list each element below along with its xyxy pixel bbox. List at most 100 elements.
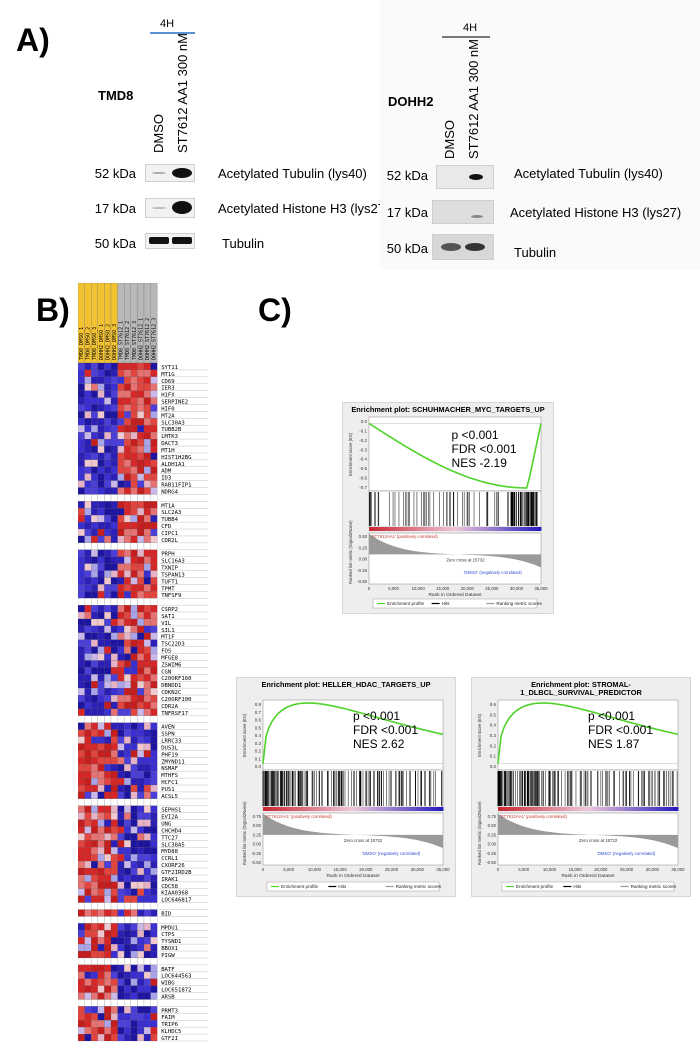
heatmap-cell [104, 923, 112, 931]
x-tick-label: 25,000 [485, 586, 499, 591]
heatmap-cell [117, 487, 125, 495]
color-bar-segment [424, 527, 430, 531]
heatmap-cell [104, 771, 112, 779]
heatmap-cell [150, 888, 158, 896]
stat-text: FDR <0.001 [353, 723, 418, 737]
metric-axis-label: Ranked list metric (Signal2Noise) [348, 520, 353, 584]
x-tick-label: 35,000 [436, 867, 450, 872]
heatmap-cell [143, 404, 151, 412]
color-bar-segment [263, 807, 268, 811]
heatmap-cell [97, 909, 105, 917]
color-bar-segment [312, 807, 318, 811]
heatmap-cell [110, 750, 118, 758]
heatmap-cell [143, 881, 151, 889]
heatmap-cell [117, 937, 125, 945]
zero-cross-label: Zero cross at 15732 [446, 557, 485, 562]
heatmap-cell [77, 439, 85, 447]
heatmap-cell [124, 1006, 131, 1014]
heatmap-cell [137, 425, 145, 433]
gene-label: DACT3 [161, 441, 178, 447]
color-bar-segment [485, 527, 490, 531]
heatmap-cell [77, 425, 85, 433]
es-tick-label: 0.2 [490, 743, 497, 748]
color-bar-segment [570, 807, 575, 811]
heatmap-cell [84, 618, 92, 626]
heatmap-cell [97, 598, 105, 606]
heatmap-cell [117, 888, 125, 896]
heatmap-cell [117, 480, 125, 488]
heatmap-cell [150, 688, 158, 696]
color-bar-segment [276, 807, 282, 811]
heatmap-cell [77, 535, 85, 543]
x-tick-label: 35,000 [671, 867, 685, 872]
gene-label: CCRL1 [161, 856, 178, 862]
heatmap-cell [104, 528, 112, 537]
heatmap-cell [117, 501, 125, 509]
heatmap-cell [117, 819, 125, 827]
heatmap-cell [104, 639, 112, 647]
heatmap-cell [137, 888, 145, 896]
gene-label: ZMYND11 [161, 759, 185, 765]
heatmap-cell [104, 508, 112, 516]
heatmap-cell [77, 390, 85, 398]
heatmap-cell [104, 653, 112, 661]
gene-label: SLC2A3 [161, 510, 181, 516]
heatmap-cell [117, 598, 125, 606]
heatmap-cell [117, 439, 125, 447]
gene-label: SYT11 [161, 365, 178, 371]
heatmap-cell [124, 473, 131, 481]
heatmap-cell [124, 923, 131, 931]
heatmap-cell [150, 895, 158, 903]
heatmap-cell [91, 584, 98, 592]
heatmap-cell [117, 764, 125, 772]
panel-a-label: A) [16, 22, 50, 58]
heatmap-cell [150, 695, 158, 703]
color-bar-segment [362, 807, 367, 811]
heatmap-cell [117, 611, 125, 620]
gene-label: BATF [161, 967, 175, 973]
heatmap-cell [110, 840, 118, 848]
metric-tick-label: 0.25 [253, 832, 262, 837]
heatmap-cell [97, 847, 105, 855]
heatmap-cell [124, 743, 131, 751]
es-tick-label: 0.1 [490, 754, 497, 759]
heatmap-cell [84, 950, 92, 959]
heatmap-cell [91, 957, 98, 965]
heatmap-cell [84, 930, 92, 938]
color-bar-segment [373, 527, 379, 531]
heatmap-cell [117, 971, 125, 979]
heatmap-cell [77, 750, 85, 758]
heatmap-cell [130, 362, 138, 370]
heatmap-cell [77, 1027, 85, 1035]
heatmap-cell [104, 473, 112, 481]
heatmap-cell [137, 861, 145, 869]
heatmap-cell [137, 909, 145, 917]
heatmap-cell [117, 452, 125, 460]
heatmap-cell [104, 784, 112, 793]
heatmap-cell [124, 528, 131, 537]
heatmap-cell [77, 833, 85, 841]
time-bar [150, 32, 195, 34]
heatmap-cell [117, 992, 125, 1000]
heatmap-cell [150, 605, 158, 613]
heatmap-cell [130, 812, 138, 820]
heatmap-cell [150, 515, 158, 523]
heatmap-cell [97, 667, 105, 675]
heatmap-cell [97, 369, 105, 377]
heatmap-cell [150, 757, 158, 765]
heatmap-cell [143, 439, 151, 447]
heatmap-cell [91, 667, 98, 675]
heatmap-cell [110, 598, 118, 606]
heatmap-cell [130, 508, 138, 516]
heatmap-column-label: DOHH2_ST7612_1 [138, 318, 144, 360]
es-tick-label: 0.5 [255, 725, 262, 730]
legend-item: Enrichment profile [387, 601, 424, 606]
gene-label: PIGW [161, 953, 175, 959]
heatmap-cell [97, 937, 105, 945]
heatmap-cell [130, 397, 138, 405]
heatmap-cell [110, 459, 118, 467]
heatmap-cell [104, 916, 112, 924]
gene-label: SLC38A5 [161, 842, 185, 848]
heatmap-cell [77, 916, 85, 924]
heatmap-cell [77, 618, 85, 626]
